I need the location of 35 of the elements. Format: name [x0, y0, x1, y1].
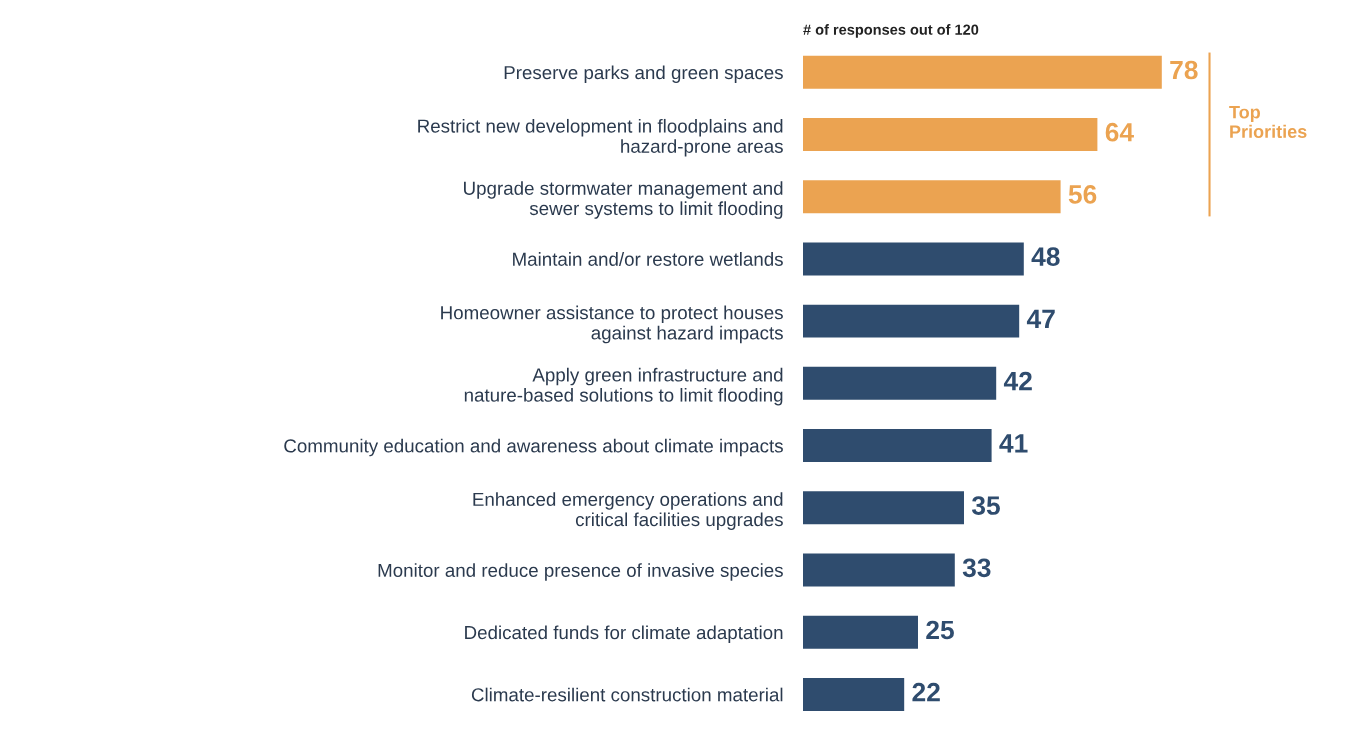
bar: [802, 429, 992, 463]
bar: [802, 55, 1162, 89]
bar: [802, 304, 1020, 338]
bar: [802, 491, 964, 525]
y-tick-label: Climate-resilient construction material: [471, 687, 783, 702]
bar: [802, 553, 955, 587]
bar: [802, 117, 1098, 151]
y-tick-label: Enhanced emergency operations and critical facilities upgrades: [473, 492, 783, 530]
y-tick-label: Community education and awareness about climate impacts: [284, 438, 783, 457]
y-tick-label: Upgrade stormwater management and sewer systems to limit flooding: [464, 181, 783, 219]
data-label: 41: [999, 434, 1028, 453]
data-label: 35: [971, 496, 1000, 515]
data-label: 56: [1068, 185, 1097, 204]
chart-title: # of responses out of 120: [803, 24, 979, 38]
bar: [802, 180, 1061, 214]
data-label: 64: [1105, 122, 1134, 142]
y-tick-label: Apply green infrastructure and nature-based solutions to limit flooding: [464, 367, 783, 406]
y-tick-label: Preserve parks and green spaces: [504, 65, 783, 83]
text: Top Priorities: [1229, 105, 1307, 138]
data-label: 33: [962, 558, 991, 578]
data-label: 78: [1170, 60, 1198, 80]
y-tick-label: Dedicated funds for climate adaptation: [465, 625, 783, 643]
bar: [802, 366, 997, 400]
y-tick-label: Maintain and/or restore wetlands: [513, 252, 783, 266]
bar: [802, 615, 918, 649]
data-label: 48: [1031, 247, 1060, 266]
bar: [802, 242, 1024, 276]
y-tick-label: Homeowner assistance to protect houses against hazard impacts: [441, 305, 783, 344]
data-label: 22: [912, 682, 940, 702]
y-tick-label: Monitor and reduce presence of invasive species: [378, 563, 783, 581]
y-tick-label: Restrict new development in floodplains and hazard-prone areas: [418, 118, 783, 157]
data-label: 47: [1026, 309, 1055, 328]
bar: [802, 677, 905, 711]
data-label: 42: [1003, 371, 1032, 391]
data-label: 25: [926, 620, 954, 640]
